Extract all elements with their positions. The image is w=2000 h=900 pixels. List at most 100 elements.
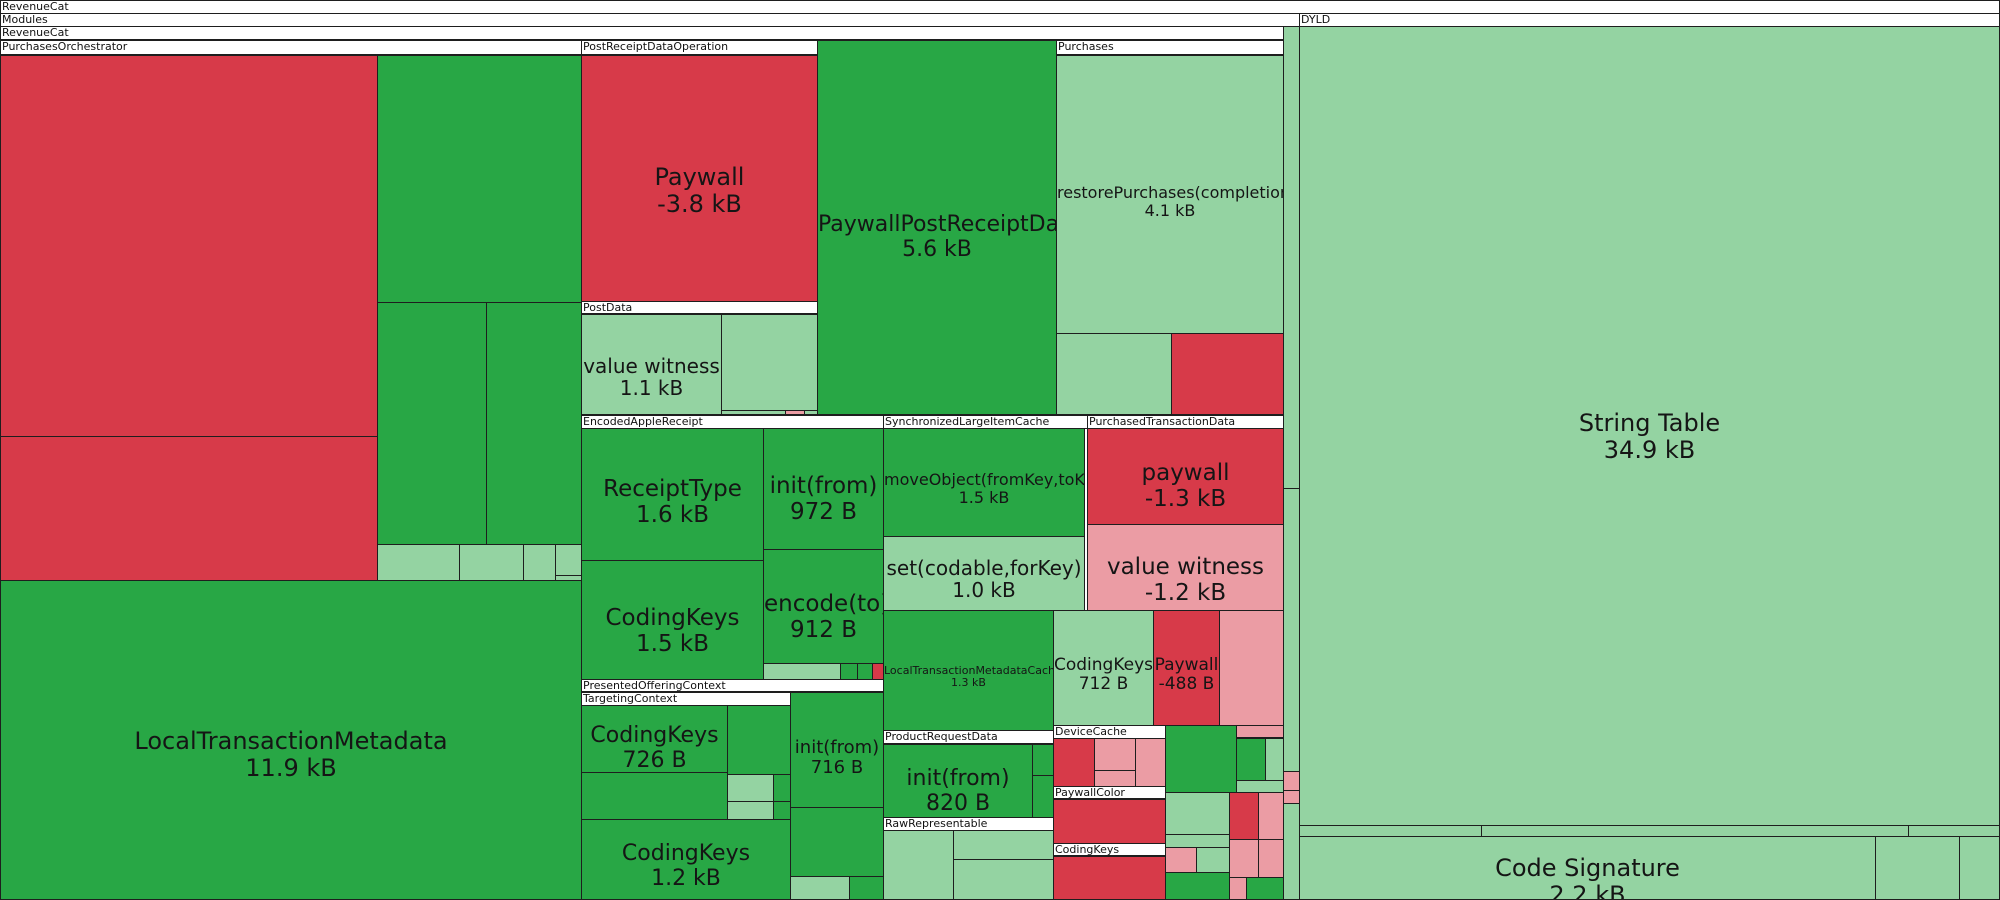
group-header-revenuecat[interactable]: RevenueCat bbox=[0, 26, 1300, 40]
treemap-cell[interactable] bbox=[727, 705, 791, 775]
treemap-cell[interactable] bbox=[785, 410, 805, 415]
treemap-cell-paywall[interactable]: Paywall -488 B bbox=[1153, 610, 1220, 726]
treemap-cell[interactable] bbox=[1236, 738, 1266, 781]
treemap-cell[interactable] bbox=[1229, 839, 1259, 878]
group-header-presentedofferingcontext[interactable]: PresentedOfferingContext bbox=[581, 679, 884, 692]
treemap-cell-localtransactionmetadata[interactable]: LocalTransactionMetadata 11.9 kB bbox=[0, 580, 582, 900]
treemap-cell[interactable] bbox=[1229, 792, 1259, 840]
treemap-cell[interactable] bbox=[0, 55, 378, 437]
treemap-cell[interactable] bbox=[1165, 834, 1230, 848]
treemap-cell[interactable] bbox=[1053, 799, 1166, 844]
group-header-productrequestdata[interactable]: ProductRequestData bbox=[883, 730, 1054, 744]
treemap-cell-paywall[interactable]: Paywall -3.8 kB bbox=[581, 55, 818, 302]
treemap-cell[interactable] bbox=[804, 410, 818, 415]
treemap-cell[interactable] bbox=[555, 544, 582, 576]
treemap-cell[interactable] bbox=[727, 774, 774, 802]
treemap-cell-init-from[interactable]: init(from) 820 B bbox=[883, 744, 1033, 818]
group-header-codingkeys[interactable]: CodingKeys bbox=[1053, 843, 1166, 856]
treemap-cell-codingkeys[interactable]: CodingKeys 712 B bbox=[1053, 610, 1154, 726]
treemap-cell-value-witness[interactable]: value witness 1.1 kB bbox=[581, 314, 722, 415]
group-header-rawrepresentable[interactable]: RawRepresentable bbox=[883, 817, 1054, 831]
treemap-cell[interactable] bbox=[1165, 872, 1230, 900]
treemap-cell[interactable] bbox=[1094, 770, 1136, 787]
treemap-cell[interactable] bbox=[1283, 488, 1300, 772]
treemap-cell[interactable] bbox=[773, 801, 791, 821]
treemap-cell[interactable] bbox=[1246, 877, 1284, 900]
treemap-cell-localtransactionmetadatacache[interactable]: LocalTransactionMetadataCache 1.3 kB bbox=[883, 610, 1054, 731]
group-header-devicecache[interactable]: DeviceCache bbox=[1053, 725, 1166, 739]
treemap-cell-codingkeys[interactable]: CodingKeys 1.5 kB bbox=[581, 560, 764, 680]
treemap-cell-value-witness[interactable]: value witness -1.2 kB bbox=[1087, 524, 1284, 611]
treemap-cell[interactable] bbox=[1229, 877, 1247, 900]
treemap-cell[interactable] bbox=[773, 774, 791, 802]
group-header-targetingcontext[interactable]: TargetingContext bbox=[581, 692, 791, 706]
treemap-cell[interactable] bbox=[1165, 792, 1230, 835]
treemap-cell[interactable] bbox=[1165, 725, 1237, 793]
treemap-cell-moveobject-fromkey-tokey[interactable]: moveObject(fromKey,toKey)1.5 kB bbox=[883, 428, 1085, 537]
treemap-cell-string-table[interactable]: String Table 34.9 kB bbox=[1299, 26, 2000, 826]
treemap-cell[interactable] bbox=[857, 663, 873, 680]
treemap-cell[interactable] bbox=[763, 663, 841, 680]
treemap-cell[interactable] bbox=[377, 55, 582, 303]
treemap-cell[interactable] bbox=[1165, 847, 1197, 873]
group-header-postdata[interactable]: PostData bbox=[581, 301, 818, 314]
treemap-cell[interactable] bbox=[1258, 839, 1284, 878]
treemap-cell[interactable] bbox=[1056, 333, 1172, 415]
treemap-cell[interactable] bbox=[377, 302, 487, 545]
treemap-cell[interactable] bbox=[1283, 803, 1300, 900]
treemap-cell[interactable] bbox=[1236, 725, 1284, 738]
treemap-cell-init-from[interactable]: init(from) 716 B bbox=[790, 692, 884, 808]
treemap-cell[interactable] bbox=[377, 544, 460, 581]
treemap-cell[interactable] bbox=[1196, 847, 1230, 873]
group-header-purchases[interactable]: Purchases bbox=[1056, 40, 1284, 55]
treemap-cell[interactable] bbox=[1094, 738, 1136, 771]
treemap-cell[interactable] bbox=[1135, 738, 1166, 787]
group-header-purchasedtransactiondata[interactable]: PurchasedTransactionData bbox=[1087, 415, 1284, 429]
group-header-dyld[interactable]: DYLD bbox=[1299, 13, 2000, 27]
treemap-cell-code-signature[interactable]: Code Signature 2.2 kB bbox=[1299, 836, 1876, 900]
treemap-cell-codingkeys[interactable]: CodingKeys 726 B bbox=[581, 705, 728, 773]
treemap-cell[interactable] bbox=[1053, 738, 1095, 787]
treemap-cell[interactable] bbox=[1171, 333, 1284, 415]
treemap-cell[interactable] bbox=[1959, 836, 2000, 900]
treemap-cell-set-codable-forkey[interactable]: set(codable,forKey) 1.0 kB bbox=[883, 536, 1085, 611]
treemap-cell-restorepurchases-completion[interactable]: restorePurchases(completion) 4.1 kB bbox=[1056, 55, 1284, 334]
treemap-cell[interactable] bbox=[1219, 610, 1284, 726]
treemap-cell[interactable] bbox=[953, 830, 1054, 860]
treemap-cell[interactable] bbox=[1283, 790, 1300, 804]
treemap-cell[interactable] bbox=[953, 859, 1054, 900]
treemap-cell[interactable] bbox=[721, 314, 818, 411]
treemap-cell[interactable] bbox=[581, 772, 728, 820]
treemap-cell-paywall[interactable]: paywall -1.3 kB bbox=[1087, 428, 1284, 525]
treemap-cell[interactable] bbox=[1032, 775, 1054, 818]
treemap-cell[interactable] bbox=[1053, 856, 1166, 900]
treemap-cell[interactable] bbox=[883, 830, 954, 900]
treemap-cell[interactable] bbox=[727, 801, 774, 821]
treemap-cell[interactable] bbox=[721, 410, 786, 415]
treemap-cell[interactable] bbox=[1283, 771, 1300, 791]
treemap-cell[interactable] bbox=[1265, 738, 1284, 781]
group-header-paywallcolor[interactable]: PaywallColor bbox=[1053, 786, 1166, 799]
treemap-cell[interactable] bbox=[486, 302, 582, 545]
group-header-encodedapplereceipt[interactable]: EncodedAppleReceipt bbox=[581, 415, 884, 429]
treemap-cell-receipttype[interactable]: ReceiptType 1.6 kB bbox=[581, 428, 764, 561]
treemap-cell[interactable] bbox=[790, 876, 850, 900]
treemap-cell[interactable] bbox=[1032, 744, 1054, 776]
group-header-postreceiptdataoperation[interactable]: PostReceiptDataOperation bbox=[581, 40, 818, 55]
group-header-revenuecat[interactable]: RevenueCat bbox=[0, 0, 2000, 14]
group-header-synchronizedlargeitemcache[interactable]: SynchronizedLargeItemCache bbox=[883, 415, 1088, 429]
treemap-cell-paywallpostreceiptdata[interactable]: PaywallPostReceiptData 5.6 kB bbox=[817, 40, 1057, 415]
treemap-cell[interactable] bbox=[459, 544, 524, 581]
treemap-cell-encode-to[interactable]: encode(to) 912 B bbox=[763, 549, 884, 664]
treemap-cell[interactable] bbox=[1875, 836, 1960, 900]
treemap-cell[interactable] bbox=[523, 544, 556, 581]
treemap-cell[interactable] bbox=[1258, 792, 1284, 840]
treemap-cell-init-from[interactable]: init(from) 972 B bbox=[763, 428, 884, 550]
treemap-cell[interactable] bbox=[0, 436, 378, 581]
group-header-purchasesorchestrator[interactable]: PurchasesOrchestrator bbox=[0, 40, 582, 55]
treemap-cell-codingkeys[interactable]: CodingKeys 1.2 kB bbox=[581, 819, 791, 900]
treemap-cell[interactable] bbox=[840, 663, 858, 680]
treemap-cell[interactable] bbox=[849, 876, 884, 900]
treemap-cell[interactable] bbox=[1283, 26, 1300, 489]
treemap-cell[interactable] bbox=[790, 807, 884, 877]
